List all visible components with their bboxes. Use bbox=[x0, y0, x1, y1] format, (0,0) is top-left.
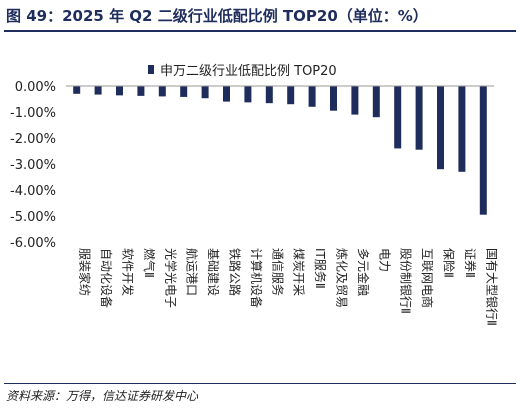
bar bbox=[437, 86, 444, 170]
bar bbox=[330, 86, 337, 111]
bar bbox=[394, 86, 402, 149]
y-tick-label: -5.00% bbox=[10, 210, 56, 225]
category-label: 通信服务 bbox=[270, 248, 285, 296]
bar bbox=[116, 86, 123, 96]
bar bbox=[265, 86, 273, 104]
category-label: 基础建设 bbox=[206, 248, 220, 296]
y-tick-label: -2.00% bbox=[10, 132, 56, 147]
category-label: 航运港口 bbox=[185, 248, 200, 296]
chart-legend: 申万二级行业低配比例 TOP20 bbox=[148, 64, 337, 79]
category-label: 证券Ⅱ bbox=[463, 248, 478, 278]
category-label: 计算机设备 bbox=[249, 248, 264, 308]
legend-swatch bbox=[148, 65, 154, 74]
bar bbox=[287, 86, 295, 105]
category-label: 自动化设备 bbox=[99, 248, 113, 308]
category-label: 炼化及贸易 bbox=[335, 248, 350, 308]
category-label: 电力 bbox=[377, 248, 391, 272]
bar bbox=[351, 86, 359, 115]
y-tick-label: 0.00% bbox=[15, 80, 56, 95]
y-tick-label: -3.00% bbox=[10, 158, 56, 173]
y-tick-label: -1.00% bbox=[10, 106, 56, 121]
title-divider bbox=[4, 30, 516, 32]
bar bbox=[180, 86, 188, 97]
category-label: IT服务Ⅱ bbox=[313, 248, 328, 289]
category-label: 服装家纺 bbox=[78, 248, 93, 296]
category-label: 光学光电子 bbox=[163, 248, 178, 308]
bar bbox=[372, 86, 380, 118]
category-label: 保险Ⅱ bbox=[442, 248, 457, 278]
category-label: 煤炭开采 bbox=[292, 248, 306, 296]
bar bbox=[479, 86, 487, 215]
bar-series bbox=[73, 86, 487, 215]
y-tick-label: -6.00% bbox=[10, 236, 56, 251]
bar bbox=[244, 86, 252, 103]
category-label: 多元金融 bbox=[356, 248, 371, 296]
source-divider bbox=[4, 383, 516, 384]
bar bbox=[94, 86, 102, 95]
bar bbox=[158, 86, 166, 97]
bar bbox=[73, 86, 81, 94]
chart-title: 图 49：2025 年 Q2 二级行业低配比例 TOP20（单位：%） bbox=[6, 7, 428, 25]
bar bbox=[415, 86, 423, 150]
legend-label: 申万二级行业低配比例 TOP20 bbox=[160, 64, 337, 79]
category-label: 软件开发 bbox=[121, 248, 136, 296]
category-label: 股份制银行Ⅱ bbox=[399, 248, 413, 314]
category-label: 互联网电商 bbox=[420, 248, 435, 308]
y-axis: 0.00% -1.00% -2.00% -3.00% -4.00% -5.00% -6.00… bbox=[10, 80, 56, 251]
category-label: 燃气Ⅱ bbox=[142, 248, 157, 278]
bar bbox=[137, 86, 145, 96]
bar bbox=[201, 86, 209, 99]
source-note: 资料来源：万得，信达证券研发中心 bbox=[6, 389, 199, 403]
bar bbox=[223, 86, 230, 102]
category-label: 铁路公路 bbox=[228, 248, 243, 296]
x-axis-labels: 服装家纺 自动化设备 软件开发 燃气Ⅱ 光学光电子 航运港口 基础建设 铁路公路 计算机设备 通信… bbox=[78, 248, 499, 326]
y-tick-label: -4.00% bbox=[10, 184, 56, 199]
bar bbox=[308, 86, 316, 107]
category-label: 国有大型银行Ⅱ bbox=[484, 248, 498, 326]
bar bbox=[458, 86, 466, 172]
